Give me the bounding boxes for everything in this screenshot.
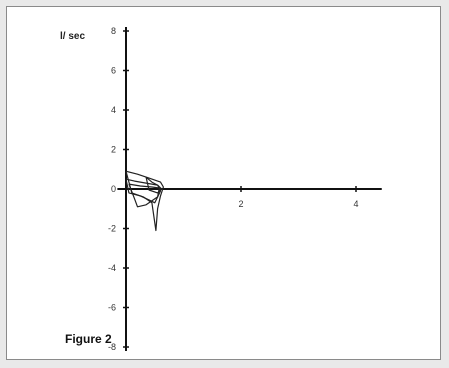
chart-axes: [117, 27, 381, 351]
chart-series: [126, 171, 163, 230]
y-tick-label: -6: [108, 303, 116, 313]
y-axis-unit-label: l/ sec: [60, 31, 85, 42]
y-tick-label: 6: [111, 66, 116, 76]
y-tick-label: 4: [111, 105, 116, 115]
x-tick-label: 2: [238, 199, 243, 209]
x-tick-label: 4: [353, 199, 358, 209]
y-tick-label: 2: [111, 145, 116, 155]
figure-caption: Figure 2: [65, 332, 112, 346]
y-tick-label: -2: [108, 224, 116, 234]
y-tick-label: 8: [111, 26, 116, 36]
y-tick-label: -4: [108, 263, 116, 273]
y-tick-label: 0: [111, 184, 116, 194]
